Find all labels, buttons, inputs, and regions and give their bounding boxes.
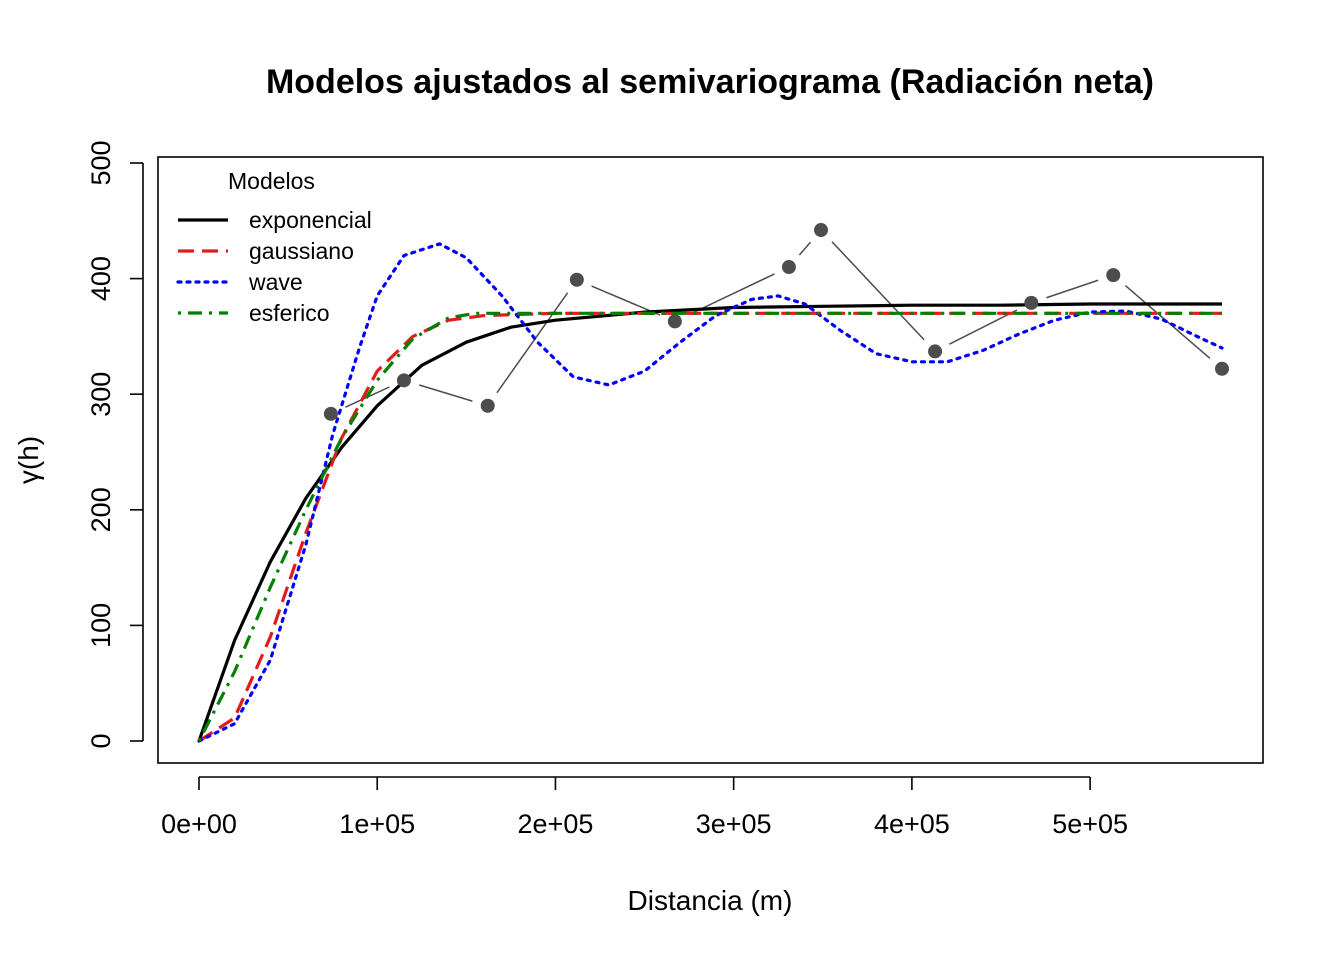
legend-label-esferico: esferico	[249, 300, 330, 326]
y-axis-label: γ(h)	[13, 436, 44, 484]
series-line-wave	[197, 242, 1224, 743]
y-axis: 0 100 200 300 400 500	[86, 140, 144, 749]
empirical-connector	[591, 285, 661, 316]
series-line-esferico	[197, 311, 1222, 742]
y-tick-label: 400	[86, 256, 116, 301]
empirical-point	[928, 344, 943, 359]
x-tick-label: 1e+05	[339, 809, 415, 839]
y-tick-label: 300	[86, 372, 116, 417]
legend-label-gaussiano: gaussiano	[249, 238, 354, 264]
x-axis-label: Distancia (m)	[628, 885, 793, 916]
legend-label-exponencial: exponencial	[249, 207, 372, 233]
empirical-point	[480, 398, 495, 413]
empirical-point	[781, 260, 796, 275]
empirical-connector	[1046, 279, 1099, 299]
empirical-connector	[496, 292, 569, 394]
legend: Modelos exponencial gaussiano wave esferico	[176, 168, 372, 326]
legend-title: Modelos	[228, 168, 315, 194]
empirical-connector	[831, 241, 925, 341]
y-tick-label: 100	[86, 603, 116, 648]
empirical-point	[667, 314, 682, 329]
series-line-exponencial	[197, 302, 1222, 742]
empirical-point	[323, 406, 338, 421]
x-tick-label: 2e+05	[518, 809, 594, 839]
y-tick-label: 500	[86, 140, 116, 185]
x-tick-label: 4e+05	[874, 809, 950, 839]
x-tick-label: 0e+00	[161, 809, 237, 839]
empirical-connector	[419, 384, 473, 402]
x-tick-label: 5e+05	[1052, 809, 1128, 839]
empirical-point	[1106, 268, 1121, 283]
y-tick-label: 200	[86, 487, 116, 532]
plot-frame	[157, 156, 1264, 764]
x-axis: 0e+00 1e+05 2e+05 3e+05 4e+05 5e+05	[161, 776, 1128, 839]
x-tick-label: 3e+05	[696, 809, 772, 839]
empirical-point	[396, 373, 411, 388]
empirical-connector	[949, 309, 1018, 345]
empirical-point	[569, 272, 584, 287]
empirical-point	[813, 223, 828, 238]
series-line-gaussiano	[198, 311, 1222, 743]
empirical-point	[1024, 295, 1039, 310]
legend-label-wave: wave	[248, 269, 303, 295]
empirical-connector	[798, 241, 812, 256]
chart-title: Modelos ajustados al semivariograma (Rad…	[266, 63, 1154, 101]
plot-area	[197, 223, 1229, 743]
empirical-point	[1215, 361, 1229, 376]
y-tick-label: 0	[86, 733, 116, 748]
